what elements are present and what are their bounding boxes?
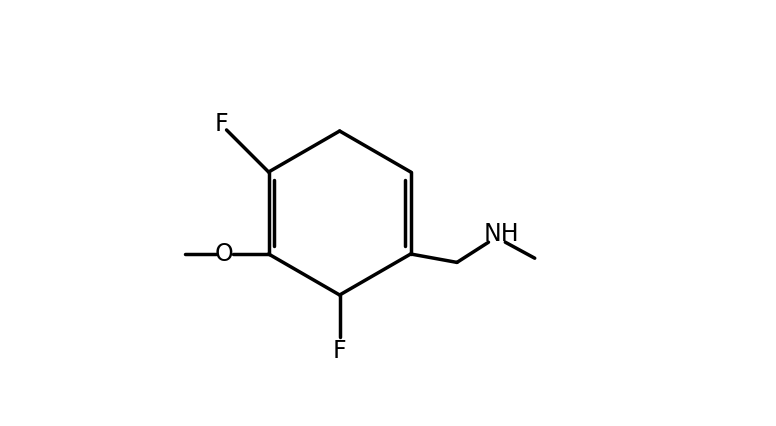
Text: F: F: [215, 112, 228, 135]
Text: F: F: [333, 339, 346, 363]
Text: NH: NH: [483, 222, 519, 246]
Text: O: O: [215, 242, 234, 266]
